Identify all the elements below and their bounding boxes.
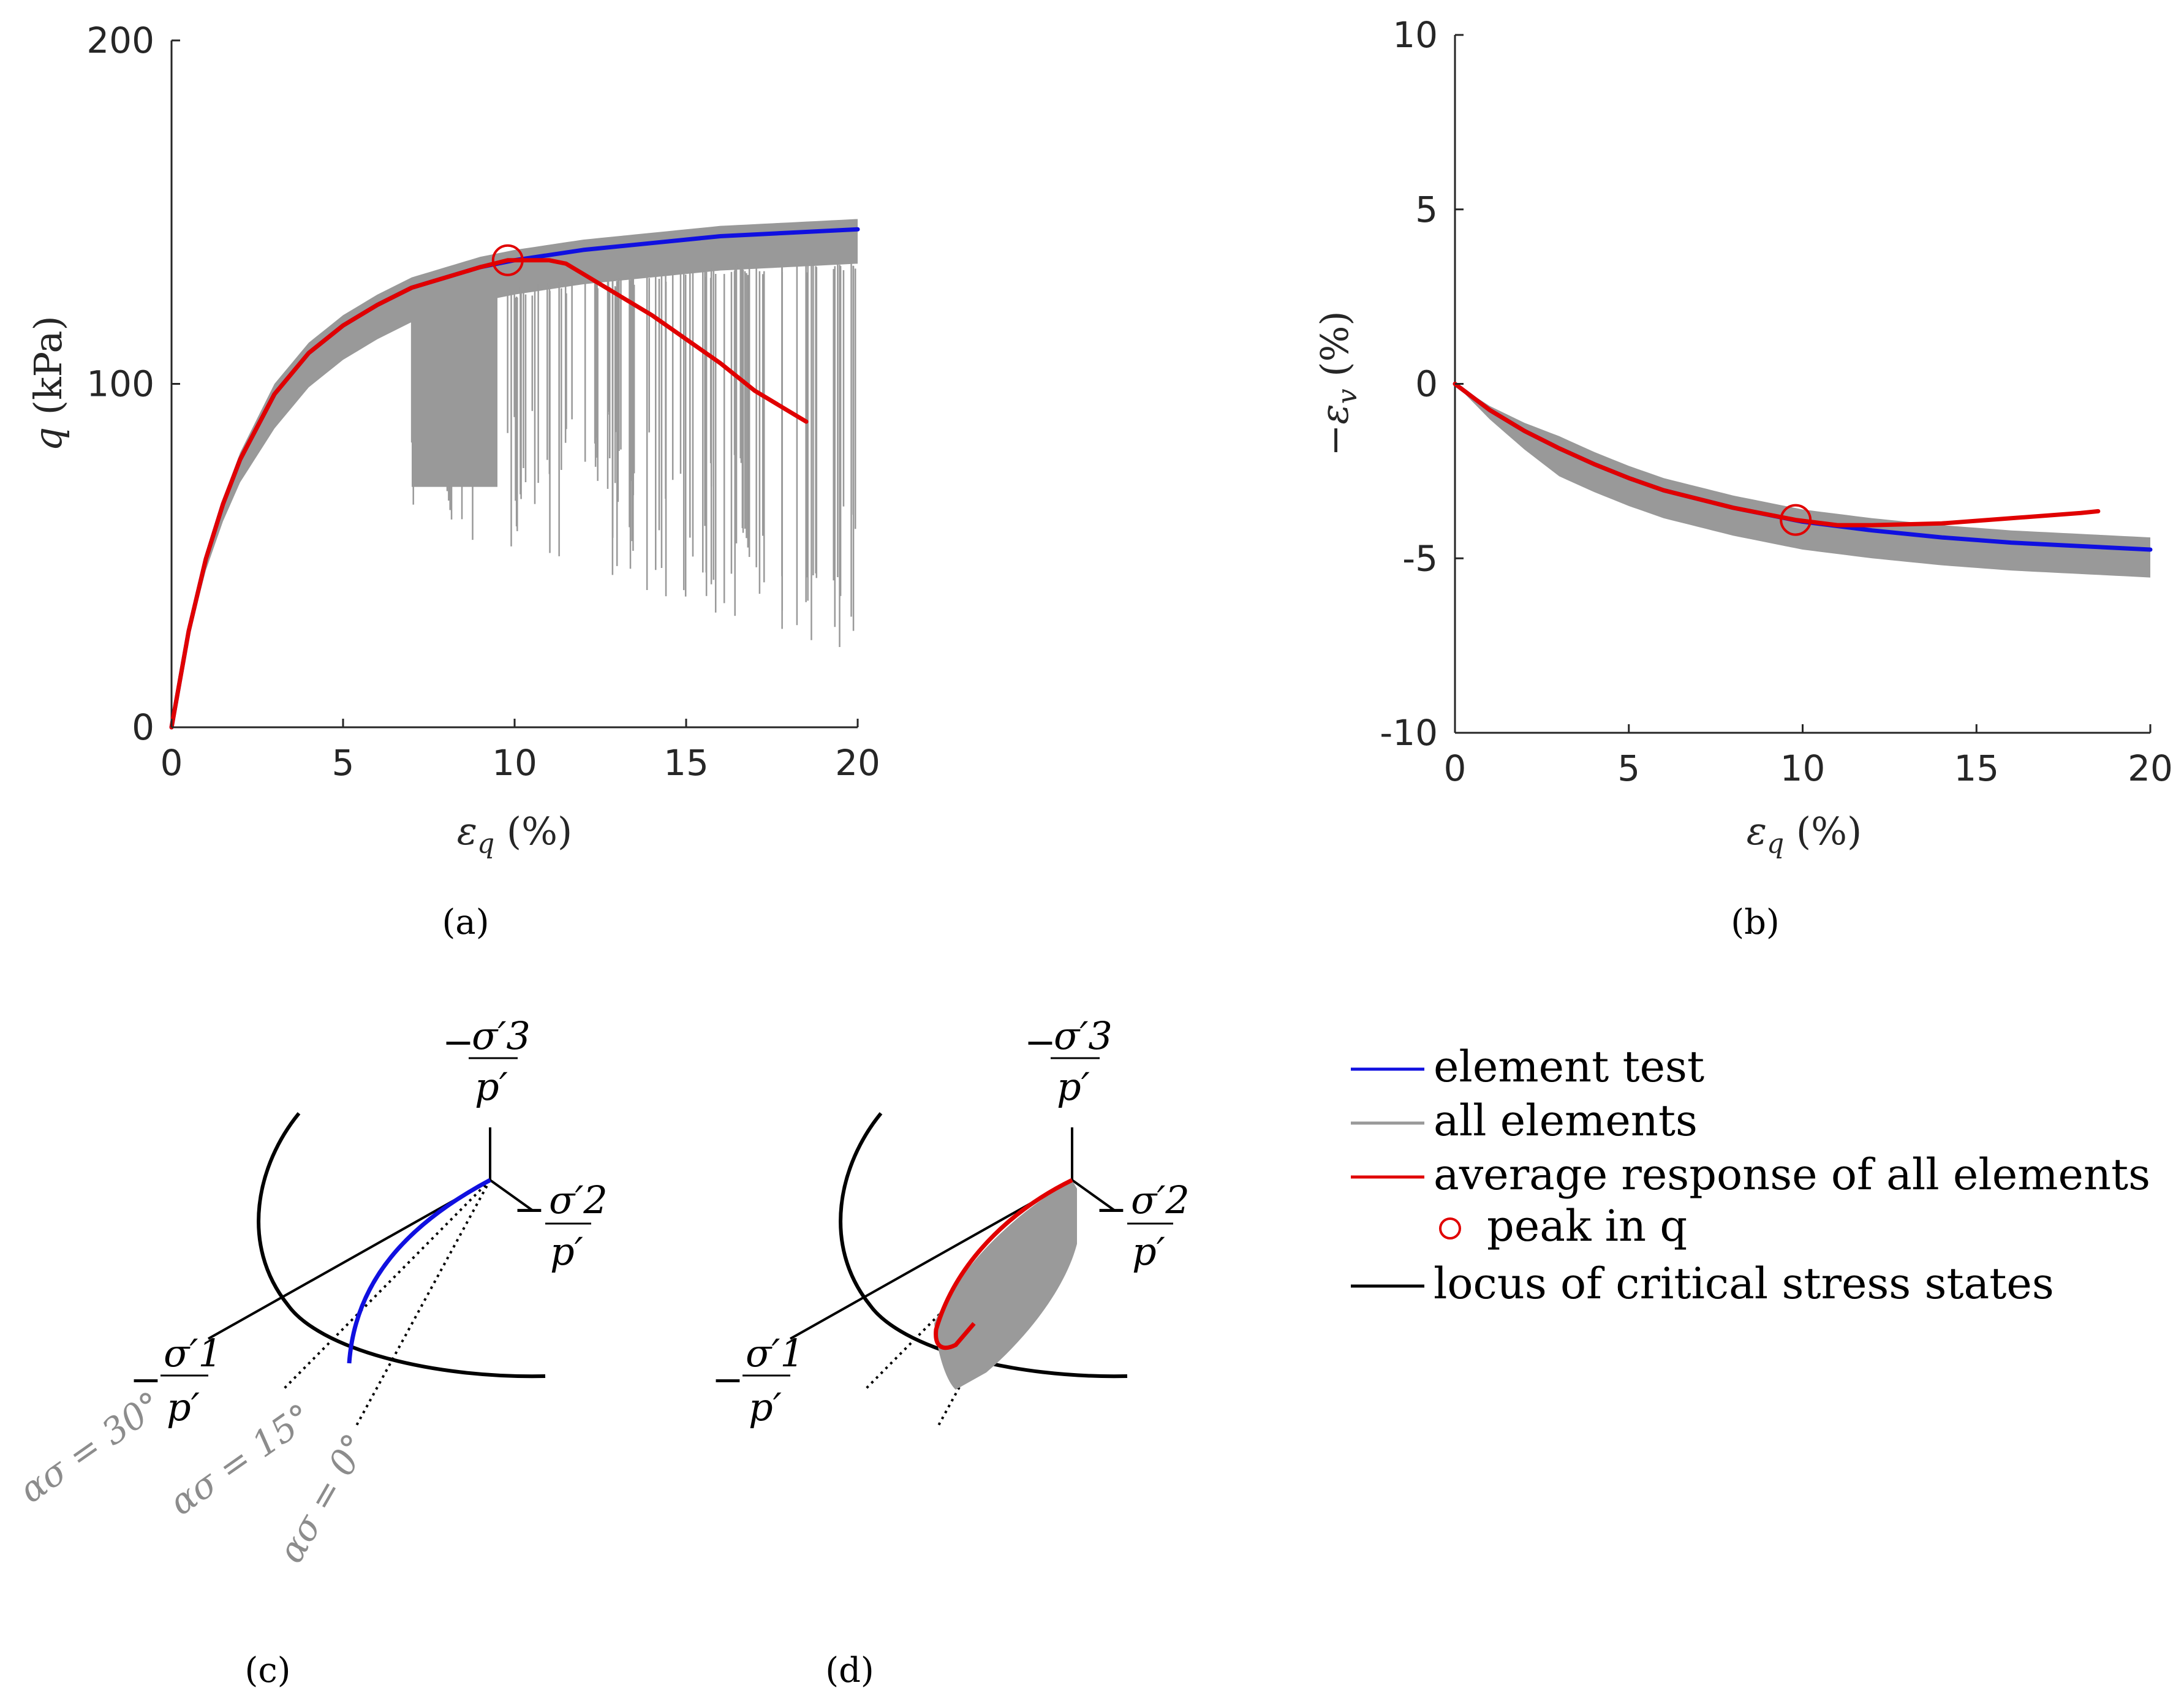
panel-b-xtick-label: 15 (1954, 748, 1999, 789)
svg-text:p′: p′ (550, 1229, 583, 1274)
legend: element test all elements average respon… (1351, 1042, 2150, 1309)
panel-b-peak-marker (1780, 504, 1812, 536)
panel-b-chart: 0 5 10 15 20 -10 -5 0 5 10 εq (%) −εv (%) (b) (1312, 14, 2173, 942)
panel-c-alpha30-label: ασ = 30° (12, 1383, 170, 1512)
panel-b-ytick-label: -10 (1380, 712, 1438, 754)
panel-d-all-elements-fan (934, 1180, 1077, 1390)
panel-a-ytick-label: 100 (86, 363, 154, 405)
panel-b-ytick-label: -5 (1402, 537, 1438, 579)
panel-c-caption: (c) (244, 1651, 290, 1690)
svg-text:p′: p′ (749, 1385, 782, 1429)
legend-critical-locus-label: locus of critical stress states (1434, 1258, 2054, 1309)
legend-all-elements-label: all elements (1434, 1096, 1698, 1146)
panel-b-all-elements-band (1455, 384, 2150, 578)
panel-a-element-drop-block (412, 281, 497, 487)
svg-text:σ′3: σ′3 (1054, 1013, 1113, 1058)
svg-text:σ′2: σ′2 (1131, 1178, 1190, 1222)
panel-a-ytick-label: 200 (86, 20, 154, 61)
svg-text:−: − (712, 1357, 744, 1402)
panel-d-average-response-path (934, 1178, 1073, 1350)
panel-b-xlabel: εq (%) (1747, 809, 1862, 860)
panel-b-xtick-label: 10 (1780, 748, 1826, 789)
panel-c-sigma3-label: − σ′3 p′ (442, 1013, 531, 1109)
svg-text:−: − (513, 1187, 545, 1232)
panel-a-band-fill (172, 219, 858, 728)
panel-b-xtick-label: 20 (2128, 748, 2173, 789)
panel-a-xtick-label: 0 (161, 742, 183, 784)
panel-b-series-average-response-of-all-elements (1453, 382, 2101, 528)
panel-b-ytick-label: 5 (1415, 189, 1438, 230)
panel-a-xtick-label: 5 (332, 742, 355, 784)
panel-c-deviatoric-plane: − σ′3 p′ − σ′2 p′ − σ′1 p′ ασ = 30° ασ =… (12, 1013, 608, 1690)
panel-d-sigma3-label: − σ′3 p′ (1024, 1013, 1113, 1109)
legend-average-response-label: average response of all elements (1434, 1149, 2150, 1200)
svg-text:σ′1: σ′1 (164, 1331, 222, 1376)
panel-b-ticks: 0 5 10 15 20 -10 -5 0 5 10 (1380, 14, 2173, 789)
panel-a-xlabel: εq (%) (457, 809, 572, 860)
panel-d-critical-locus (839, 1112, 1128, 1379)
panel-b-caption: (b) (1731, 903, 1780, 942)
panel-c-sigma2-label: − σ′2 p′ (513, 1178, 608, 1274)
panel-d-deviatoric-plane: − σ′3 p′ − σ′2 p′ − σ′1 p′ (d) (712, 1013, 1190, 1690)
panel-c-critical-locus (257, 1112, 546, 1379)
legend-peak-marker (1439, 1217, 1461, 1240)
panel-d-sigma1-label: − σ′1 p′ (712, 1331, 804, 1429)
panel-a-ylabel: q (kPa) (26, 316, 70, 451)
svg-text:p′: p′ (475, 1064, 508, 1109)
svg-text:−: − (1024, 1020, 1056, 1064)
panel-b-ytick-label: 10 (1392, 14, 1438, 56)
panel-b-ylabel: −εv (%) (1312, 311, 1363, 456)
svg-text:−: − (130, 1357, 162, 1402)
svg-text:p′: p′ (1132, 1229, 1165, 1274)
panel-b-xtick-label: 0 (1444, 748, 1467, 789)
panel-a-xtick-label: 15 (663, 742, 709, 784)
panel-a-peak-marker (491, 244, 524, 276)
panel-c-element-test-path (347, 1178, 491, 1364)
svg-text:σ′1: σ′1 (746, 1331, 804, 1376)
svg-text:p′: p′ (1057, 1064, 1090, 1109)
panel-a-xtick-label: 20 (835, 742, 880, 784)
legend-element-test-label: element test (1434, 1042, 1704, 1092)
panel-b-band-fill (1455, 384, 2150, 578)
panel-b-axes (1454, 35, 2150, 734)
panel-d-caption: (d) (825, 1651, 874, 1690)
panel-b-ytick-label: 0 (1415, 363, 1438, 405)
panel-c-sigma1-label: − σ′1 p′ (130, 1331, 222, 1429)
panel-b-series (1453, 382, 2153, 552)
panel-a-series (169, 227, 860, 730)
svg-text:−: − (1095, 1187, 1127, 1232)
panel-a-all-elements-band (172, 219, 858, 728)
panel-b-xtick-label: 5 (1617, 748, 1640, 789)
svg-text:p′: p′ (167, 1385, 200, 1429)
svg-text:σ′2: σ′2 (549, 1178, 608, 1222)
panel-d-sigma2-label: − σ′2 p′ (1095, 1178, 1190, 1274)
panel-c-sigma2-axis (489, 1179, 534, 1212)
legend-peak-label: peak in q (1487, 1201, 1687, 1251)
svg-text:σ′3: σ′3 (472, 1013, 531, 1058)
panel-d-sigma2-axis (1071, 1179, 1116, 1212)
panel-a-ytick-label: 0 (132, 706, 154, 748)
panel-a-xtick-label: 10 (492, 742, 537, 784)
svg-text:−: − (442, 1020, 474, 1064)
panel-a-caption: (a) (442, 903, 489, 942)
panel-c-alpha15-line (281, 1179, 491, 1392)
